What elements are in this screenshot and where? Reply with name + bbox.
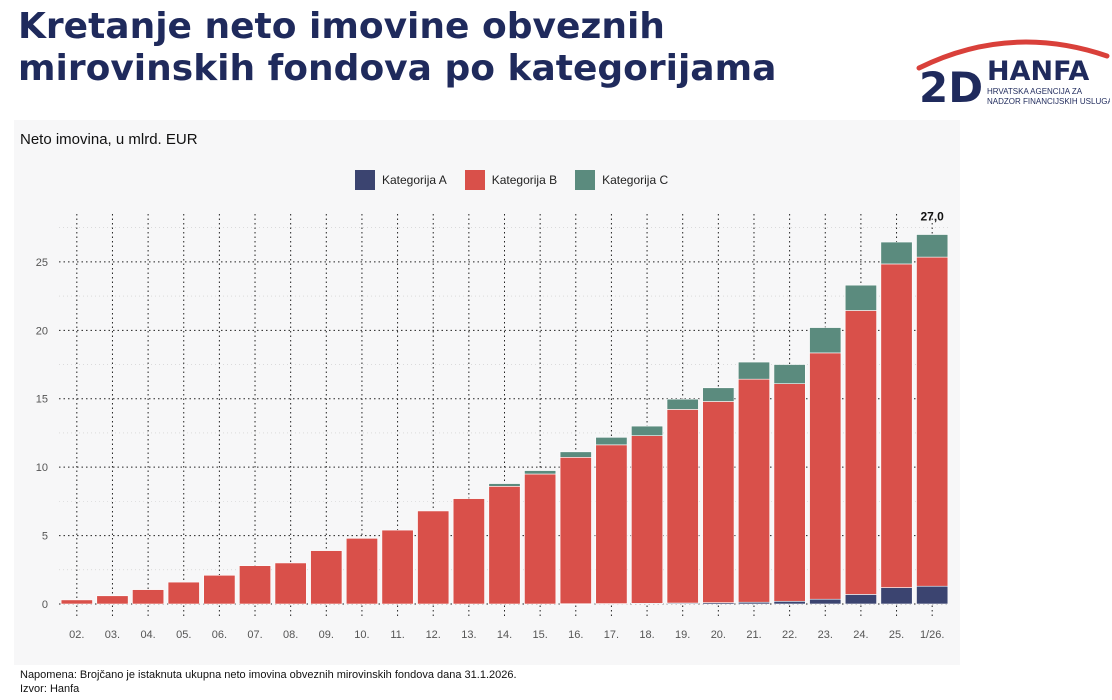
y-tick-label: 5	[42, 531, 48, 543]
legend-label-a: Kategorija A	[382, 173, 447, 187]
legend-item-kategorija-b: Kategorija B	[464, 170, 558, 190]
chart-subtitle: Neto imovina, u mlrd. EUR	[20, 131, 198, 148]
x-tick-label: 25.	[889, 629, 904, 641]
bar-segment-kategorija-c	[844, 284, 877, 311]
bar-segment-kategorija-a	[916, 585, 949, 605]
legend-item-kategorija-c: Kategorija C	[575, 170, 668, 190]
x-tick-label: 12.	[426, 629, 441, 641]
data-label-total: 27,0	[921, 210, 945, 224]
bar-segment-kategorija-b	[737, 378, 770, 603]
bar-segment-kategorija-c	[880, 241, 913, 265]
bar-segment-kategorija-b	[595, 444, 628, 604]
logo-mark: 2D	[919, 63, 983, 110]
bar-segment-kategorija-b	[631, 435, 664, 604]
x-tick-label: 02.	[69, 629, 84, 641]
bar-segment-kategorija-c	[809, 327, 842, 354]
footnote-note: Napomena: Brojčano je istaknuta ukupna n…	[20, 669, 517, 681]
x-tick-label: 08.	[283, 629, 298, 641]
x-tick-label: 04.	[140, 629, 155, 641]
x-tick-label: 10.	[354, 629, 369, 641]
legend-label-c: Kategorija C	[602, 173, 669, 187]
bar-segment-kategorija-c	[559, 451, 592, 458]
x-tick-label: 14.	[497, 629, 512, 641]
x-tick-label: 05.	[176, 629, 191, 641]
chart-legend: Kategorija A Kategorija B Kategorija C	[355, 170, 668, 190]
bar-segment-kategorija-b	[310, 550, 343, 605]
x-tick-label: 06.	[212, 629, 227, 641]
x-tick-label: 17.	[604, 629, 619, 641]
bar-segment-kategorija-c	[631, 425, 664, 436]
bar-segment-kategorija-b	[274, 562, 307, 605]
legend-swatch-b	[464, 170, 485, 190]
bar-segment-kategorija-b	[345, 538, 378, 605]
bar-segment-kategorija-b	[452, 498, 485, 605]
x-tick-label: 15.	[532, 629, 547, 641]
x-tick-label: 19.	[675, 629, 690, 641]
legend-swatch-a	[355, 170, 375, 190]
footnote: Napomena: Brojčano je istaknuta ukupna n…	[20, 668, 517, 696]
bar-segment-kategorija-b	[381, 529, 414, 605]
x-tick-label: 20.	[711, 629, 726, 641]
bar-segment-kategorija-b	[167, 581, 200, 605]
legend-label-b: Kategorija B	[491, 173, 558, 187]
y-tick-label: 10	[36, 462, 48, 474]
page-title: Kretanje neto imovine obveznih mirovinsk…	[18, 6, 776, 90]
x-tick-label: 1/26.	[920, 629, 944, 641]
bar-segment-kategorija-c	[916, 234, 949, 258]
bar-segment-kategorija-b	[417, 510, 450, 605]
bar-segment-kategorija-a	[844, 594, 877, 605]
bar-segment-kategorija-c	[488, 483, 521, 487]
bar-segment-kategorija-b	[60, 599, 93, 605]
bar-segment-kategorija-b	[203, 574, 236, 605]
x-tick-label: 11.	[390, 629, 404, 641]
x-tick-label: 07.	[247, 629, 262, 641]
y-tick-label: 25	[36, 257, 48, 269]
bar-segment-kategorija-b	[524, 473, 557, 605]
bar-segment-kategorija-c	[524, 470, 557, 475]
x-tick-label: 24.	[853, 629, 868, 641]
bar-segment-kategorija-b	[132, 589, 165, 605]
bar-segment-kategorija-c	[773, 364, 806, 384]
x-tick-label: 22.	[782, 629, 797, 641]
bar-segment-kategorija-b	[809, 352, 842, 600]
legend-swatch-c	[575, 170, 596, 190]
y-tick-label: 20	[36, 325, 48, 337]
y-tick-label: 0	[42, 599, 48, 611]
bar-segment-kategorija-c	[737, 361, 770, 380]
x-tick-label: 09.	[319, 629, 334, 641]
bar-segment-kategorija-a	[773, 600, 806, 605]
legend-item-kategorija-a: Kategorija A	[355, 170, 447, 190]
bar-segment-kategorija-b	[488, 486, 521, 605]
x-tick-label: 23.	[818, 629, 833, 641]
bar-segment-kategorija-c	[595, 437, 628, 446]
y-tick-label: 15	[36, 394, 48, 406]
hanfa-logo: 2D HANFA HRVATSKA AGENCIJA ZA NADZOR FIN…	[916, 39, 1110, 110]
logo-swoosh	[916, 39, 1110, 71]
bar-segment-kategorija-b	[239, 565, 272, 605]
bar-segment-kategorija-b	[880, 263, 913, 588]
logo-name: HANFA	[987, 56, 1089, 87]
bar-segment-kategorija-c	[702, 387, 735, 402]
footnote-source: Izvor: Hanfa	[20, 683, 80, 695]
x-tick-label: 13.	[461, 629, 476, 641]
bar-segment-kategorija-b	[773, 383, 806, 602]
bar-segment-kategorija-c	[666, 398, 699, 410]
bar-segment-kategorija-b	[916, 256, 949, 587]
page-title-line-1: Kretanje neto imovine obveznih	[18, 6, 665, 47]
x-tick-label: 21.	[746, 629, 761, 641]
x-tick-label: 18.	[639, 629, 654, 641]
bar-segment-kategorija-b	[702, 401, 735, 603]
bar-segment-kategorija-b	[844, 310, 877, 595]
bar-segment-kategorija-b	[666, 409, 699, 604]
x-tick-label: 16.	[568, 629, 583, 641]
x-tick-label: 03.	[105, 629, 120, 641]
logo-tagline-2: NADZOR FINANCIJSKIH USLUGA	[987, 97, 1110, 106]
bar-segment-kategorija-a	[809, 598, 842, 605]
bar-segment-kategorija-b	[96, 595, 129, 605]
bar-segment-kategorija-a	[880, 587, 913, 605]
bar-segment-kategorija-b	[559, 457, 592, 605]
page-title-line-2: mirovinskih fondova po kategorijama	[18, 48, 777, 89]
logo-tagline-1: HRVATSKA AGENCIJA ZA	[987, 87, 1083, 96]
